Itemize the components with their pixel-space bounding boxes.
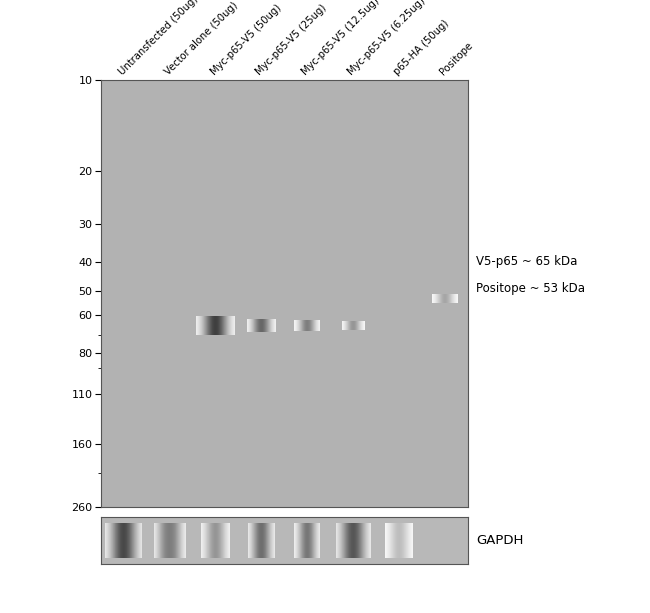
Text: Positope: Positope <box>438 40 474 77</box>
Text: Myc-p65-V5 (50ug): Myc-p65-V5 (50ug) <box>209 2 283 77</box>
Text: p65-HA (50ug): p65-HA (50ug) <box>392 18 451 77</box>
Text: GAPDH: GAPDH <box>476 534 523 547</box>
Text: Myc-p65-V5 (25ug): Myc-p65-V5 (25ug) <box>254 2 329 77</box>
Text: Untransfected (50ug): Untransfected (50ug) <box>116 0 200 77</box>
Text: Myc-p65-V5 (6.25ug): Myc-p65-V5 (6.25ug) <box>346 0 428 77</box>
Text: V5-p65 ~ 65 kDa: V5-p65 ~ 65 kDa <box>476 255 577 268</box>
Text: Positope ~ 53 kDa: Positope ~ 53 kDa <box>476 282 585 295</box>
Text: Vector alone (50ug): Vector alone (50ug) <box>162 0 239 77</box>
Text: Myc-p65-V5 (12.5ug): Myc-p65-V5 (12.5ug) <box>300 0 382 77</box>
